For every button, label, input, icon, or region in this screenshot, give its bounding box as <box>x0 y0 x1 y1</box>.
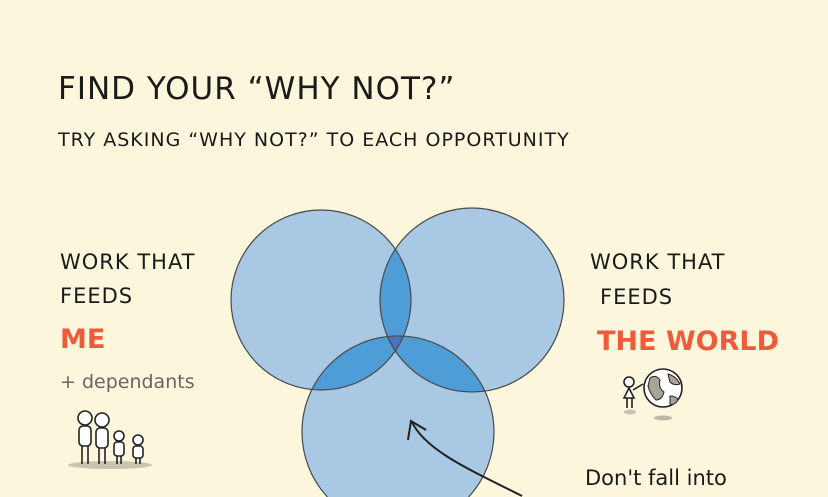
page-title: FIND YOUR “WHY NOT?” <box>58 71 456 107</box>
left-label-line2: FEEDS <box>60 284 134 308</box>
arrow-icon <box>407 419 523 497</box>
note-text: Don't fall into <box>585 466 727 490</box>
left-extra: + dependants <box>60 371 195 393</box>
right-label-line2: FEEDS <box>600 285 674 309</box>
left-highlight: ME <box>60 324 106 355</box>
left-label-line1: WORK THAT <box>60 250 196 274</box>
overlap-world-bottom <box>380 336 494 392</box>
overlap-me-bottom <box>302 336 411 390</box>
right-highlight: THE WORLD <box>597 326 779 357</box>
subtitle: TRY ASKING “WHY NOT?” TO EACH OPPORTUNIT… <box>58 129 570 151</box>
right-label-line1: WORK THAT <box>590 250 726 274</box>
family-icon <box>68 410 152 469</box>
person-with-globe-icon <box>622 368 683 421</box>
